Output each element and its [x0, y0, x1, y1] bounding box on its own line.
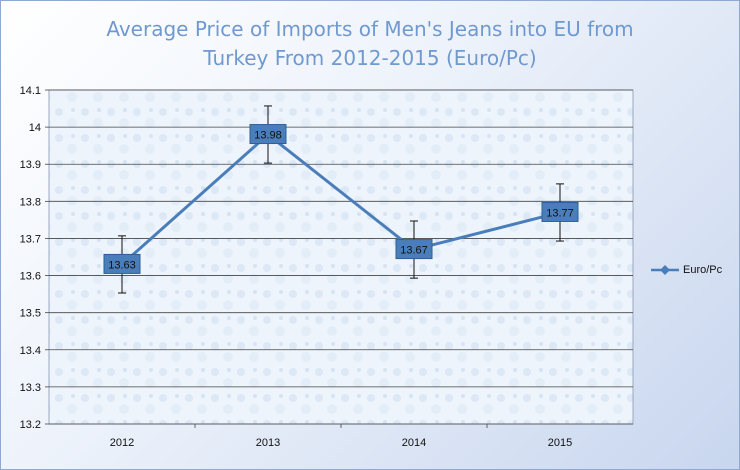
data-label: 13.98: [254, 130, 282, 142]
data-label-box: [103, 253, 141, 274]
y-tick-label: 13.7: [20, 233, 41, 245]
plot-area: [48, 89, 634, 425]
legend-swatch: [651, 265, 679, 275]
y-tick-label: 13.9: [20, 159, 41, 171]
y-tick-label: 14.1: [20, 85, 41, 97]
x-tick-label: 2013: [256, 437, 280, 449]
chart-title-line-1: Average Price of Imports of Men's Jeans …: [106, 17, 634, 41]
x-tick-label: 2015: [548, 437, 572, 449]
chart-title: Average Price of Imports of Men's Jeans …: [1, 15, 739, 73]
y-tick-label: 13.6: [20, 271, 41, 283]
data-label-box: [395, 239, 433, 260]
chart-title-line-2: Turkey From 2012-2015 (Euro/Pc): [203, 46, 537, 70]
y-tick-label: 13.3: [20, 382, 41, 394]
series-line: [121, 133, 561, 266]
y-tick-label: 13.5: [20, 308, 41, 320]
x-tick-label: 2014: [402, 437, 426, 449]
data-label: 13.63: [108, 259, 136, 271]
x-tick-label: 2012: [110, 437, 134, 449]
data-label-box: [249, 124, 287, 145]
y-tick-label: 13.2: [20, 419, 41, 431]
y-tick-label: 14: [29, 122, 41, 134]
data-label-box: [541, 201, 579, 222]
legend-label: Euro/Pc: [683, 264, 723, 276]
y-tick-label: 13.4: [20, 345, 41, 357]
data-label: 13.77: [546, 207, 574, 219]
y-tick-label: 13.8: [20, 196, 41, 208]
legend: Euro/Pc: [651, 264, 722, 276]
data-label: 13.67: [400, 245, 428, 257]
